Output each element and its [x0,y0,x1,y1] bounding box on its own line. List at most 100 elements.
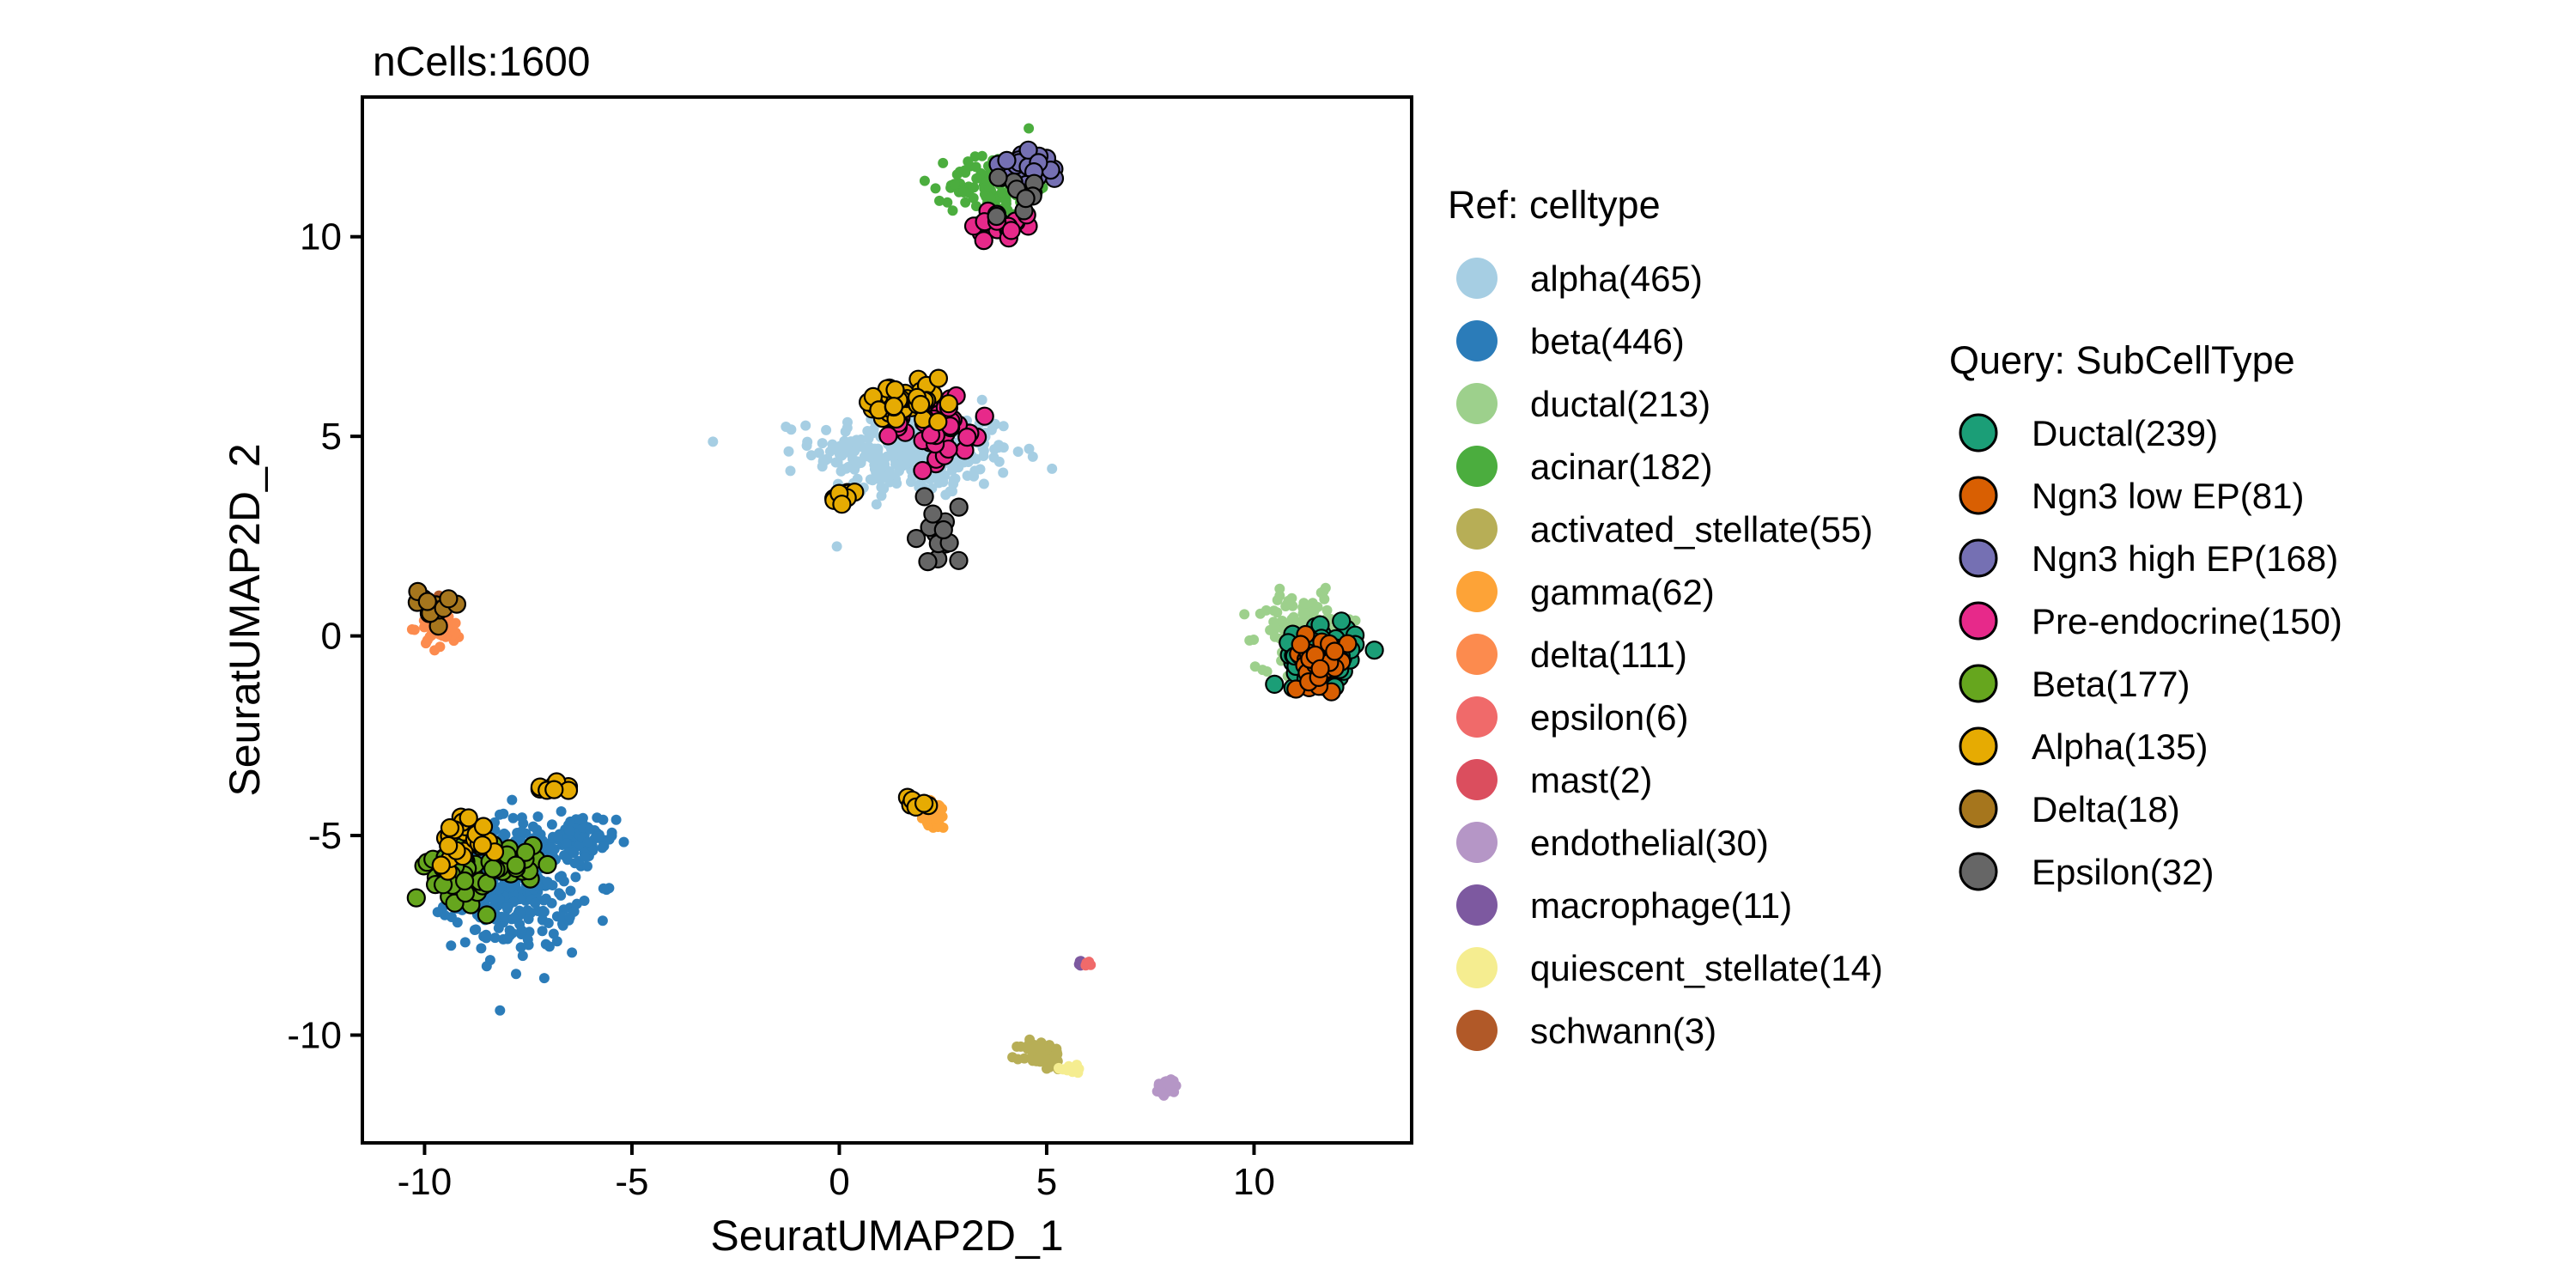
ref-point-alpha [986,424,997,435]
query-point-ngn3-high-ep [1018,140,1038,160]
ref-point-ductal [1249,661,1261,672]
query-point-pre-endocrine [878,426,898,446]
ref-point-alpha [824,446,835,457]
ref-point-ductal [1272,594,1283,605]
ref-legend-swatch [1456,1010,1498,1051]
ref-point-activated-stellate [1033,1054,1044,1065]
ref-point-beta [506,882,517,893]
ref-point-beta [546,819,557,830]
ref-point-alpha [998,421,1009,432]
ref-point-alpha [890,459,901,470]
ref-point-delta [421,638,431,649]
ref-point-alpha [708,436,719,447]
ref-point-ductal [1320,582,1331,593]
ref-legend-swatch [1456,947,1498,988]
y-tick-label: 0 [321,616,342,658]
ref-point-alpha [800,420,811,431]
ref-point-alpha [976,394,987,405]
ref-point-delta [450,627,461,638]
query-point-alpha [544,780,564,799]
ref-point-ductal [1274,583,1285,594]
ref-point-acinar [959,165,970,176]
ref-legend-title: Ref: celltype [1448,183,1661,227]
ref-point-beta [579,896,590,906]
ref-point-beta [542,877,553,888]
ref-point-acinar [958,187,969,197]
ref-point-alpha [817,438,828,449]
query-legend-title: Query: SubCellType [1949,338,2295,382]
ref-point-acinar [971,173,982,184]
query-point-alpha [928,412,948,432]
ref-point-alpha [998,467,1009,478]
ref-legend-label: ductal(213) [1530,384,1710,424]
ref-point-alpha [871,499,882,510]
ref-point-acinar [1024,123,1035,134]
ref-point-alpha [849,446,860,457]
ref-legend-swatch [1456,258,1498,299]
query-point-epsilon [987,206,1006,227]
ref-point-beta [530,897,541,908]
ref-point-alpha [862,426,873,436]
ref-legend-label: endothelial(30) [1530,823,1769,863]
query-point-alpha [914,793,934,813]
ref-point-ductal [1249,635,1260,645]
ref-legend-swatch [1456,884,1498,926]
ref-point-beta [592,812,603,823]
query-point-epsilon [906,528,927,549]
ref-point-beta [497,880,508,891]
ref-legend-swatch [1456,822,1498,863]
ref-point-acinar [963,156,974,167]
query-point-alpha [884,397,904,416]
ref-point-alpha [872,445,884,456]
ref-point-delta [406,624,417,635]
query-legend-label: Alpha(135) [2032,726,2208,767]
ref-point-alpha [832,457,843,468]
ref-point-beta [551,936,562,947]
ref-point-beta [598,841,610,852]
ref-point-alpha [818,454,829,465]
query-point-alpha [928,368,949,388]
ref-point-alpha [918,453,929,463]
ref-point-alpha [988,452,999,463]
ref-point-alpha [940,489,951,501]
ref-point-beta [489,894,500,905]
ref-point-alpha [876,490,887,501]
ref-point-acinar [938,157,949,168]
query-legend-swatch [1959,852,1998,891]
ref-point-beta [489,933,501,944]
query-point-epsilon [914,487,934,507]
ref-point-alpha [821,424,832,435]
ref-point-beta [570,872,581,883]
ref-point-alpha [1047,463,1058,474]
ref-point-beta [515,942,526,953]
ref-point-beta [507,812,519,823]
ref-point-beta [582,860,592,872]
ref-point-beta [567,947,578,958]
ref-point-beta [598,883,609,894]
x-axis-label: SeuratUMAP2D_1 [710,1212,1063,1260]
query-point-beta [406,888,426,908]
ref-point-beta [538,905,549,916]
query-legend-label: Beta(177) [2032,664,2190,704]
query-point-alpha [459,808,478,828]
ref-point-alpha [841,442,853,453]
query-point-alpha [440,817,460,838]
ref-point-ductal [1268,605,1279,617]
query-points-layer [406,140,1384,925]
ref-point-beta [556,890,567,901]
ref-point-beta [592,831,604,841]
ref-point-beta [495,809,505,820]
ref-point-alpha [859,451,870,462]
ref-point-beta [476,943,487,954]
ref-point-beta [618,836,629,848]
ref-point-alpha [842,416,853,428]
ref-point-beta [565,885,576,896]
ref-point-beta [582,836,593,848]
ref-point-beta [516,826,527,837]
query-point-ngn3-low-ep [1325,641,1345,661]
query-legend-label: Ngn3 low EP(81) [2032,476,2304,516]
ref-point-beta [522,934,533,945]
ref-point-alpha [962,471,973,481]
ref-legend-label: gamma(62) [1530,572,1715,612]
query-point-ngn3-high-ep [997,150,1017,170]
